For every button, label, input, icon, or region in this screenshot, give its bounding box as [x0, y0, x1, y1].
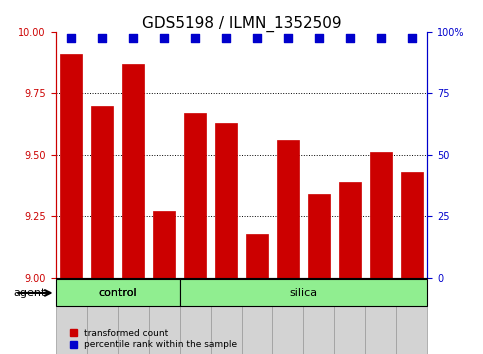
FancyBboxPatch shape — [117, 278, 149, 354]
FancyBboxPatch shape — [272, 278, 303, 354]
Point — [67, 35, 75, 41]
Text: agent: agent — [14, 288, 46, 298]
FancyBboxPatch shape — [56, 278, 86, 354]
Text: silica: silica — [289, 288, 317, 298]
Point — [346, 35, 354, 41]
Point — [408, 35, 416, 41]
FancyBboxPatch shape — [211, 278, 242, 354]
FancyBboxPatch shape — [149, 278, 180, 354]
Text: control: control — [98, 288, 137, 298]
Point — [160, 35, 168, 41]
Bar — [184, 113, 206, 278]
FancyBboxPatch shape — [334, 278, 366, 354]
FancyBboxPatch shape — [242, 278, 272, 354]
Point — [377, 35, 385, 41]
Bar — [308, 194, 330, 278]
Point — [222, 35, 230, 41]
Point — [129, 35, 137, 41]
FancyBboxPatch shape — [180, 278, 211, 354]
Bar — [246, 234, 268, 278]
Bar — [60, 54, 82, 278]
Text: control: control — [98, 288, 137, 298]
Legend: transformed count, percentile rank within the sample: transformed count, percentile rank withi… — [70, 329, 237, 349]
Title: GDS5198 / ILMN_1352509: GDS5198 / ILMN_1352509 — [142, 16, 341, 32]
Point — [98, 35, 106, 41]
Bar — [401, 172, 423, 278]
FancyBboxPatch shape — [366, 278, 397, 354]
FancyBboxPatch shape — [86, 278, 117, 354]
FancyBboxPatch shape — [303, 278, 334, 354]
Bar — [339, 182, 361, 278]
Point — [315, 35, 323, 41]
Bar — [370, 153, 392, 278]
FancyBboxPatch shape — [180, 279, 427, 307]
FancyBboxPatch shape — [56, 279, 180, 307]
Bar — [215, 123, 237, 278]
Bar — [277, 140, 299, 278]
Bar — [91, 106, 113, 278]
FancyBboxPatch shape — [397, 278, 427, 354]
Point — [191, 35, 199, 41]
Bar — [153, 211, 175, 278]
Bar — [122, 64, 144, 278]
Point — [284, 35, 292, 41]
Point — [253, 35, 261, 41]
